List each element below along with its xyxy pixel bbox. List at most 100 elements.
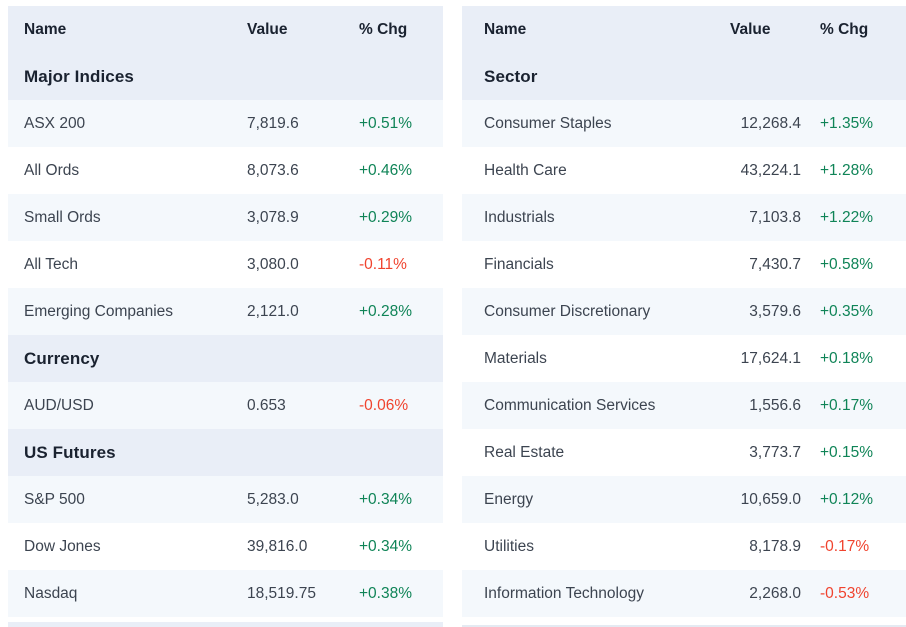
row-change: +1.22% (820, 208, 874, 226)
table-row: Materials 17,624.1 +0.18% (462, 335, 906, 382)
row-name: Industrials (484, 208, 555, 226)
table-row: All Ords 8,073.6 +0.46% (8, 147, 443, 194)
table-row: Industrials 7,103.8 +1.22% (462, 194, 906, 241)
row-name: Nasdaq (24, 584, 78, 602)
next-table-cutoff (8, 622, 443, 627)
section-header-row: Currency (8, 335, 443, 382)
row-change: -0.17% (820, 537, 870, 555)
col-header-value: Value (730, 20, 771, 38)
col-header-value: Value (247, 20, 288, 38)
row-value: 3,579.6 (749, 302, 801, 320)
table-row: All Tech 3,080.0 -0.11% (8, 241, 443, 288)
indices-table-header: Name Value % Chg (8, 6, 443, 53)
section-label: US Futures (24, 442, 116, 462)
row-name: AUD/USD (24, 396, 94, 414)
row-name: Materials (484, 349, 547, 367)
row-change: +0.29% (359, 208, 413, 226)
row-change: +0.38% (359, 584, 413, 602)
row-change: -0.53% (820, 584, 870, 602)
row-value: 3,773.7 (749, 443, 801, 461)
row-value: 17,624.1 (740, 349, 801, 367)
table-row: Financials 7,430.7 +0.58% (462, 241, 906, 288)
row-value: 10,659.0 (740, 490, 801, 508)
row-name: Consumer Discretionary (484, 302, 651, 320)
row-name: Utilities (484, 537, 534, 555)
row-name: Health Care (484, 161, 567, 179)
row-name: Communication Services (484, 396, 656, 414)
table-row: S&P 500 5,283.0 +0.34% (8, 476, 443, 523)
row-value: 39,816.0 (247, 537, 308, 555)
row-value: 2,121.0 (247, 302, 299, 320)
row-name: All Ords (24, 161, 80, 179)
section-header-row: Sector (462, 53, 906, 100)
section-header-row: Major Indices (8, 53, 443, 100)
row-value: 2,268.0 (749, 584, 801, 602)
col-header-name: Name (24, 20, 67, 38)
table-row: Small Ords 3,078.9 +0.29% (8, 194, 443, 241)
table-row: Nasdaq 18,519.75 +0.38% (8, 570, 443, 617)
row-name: ASX 200 (24, 114, 86, 132)
table-row: Dow Jones 39,816.0 +0.34% (8, 523, 443, 570)
col-header-chg: % Chg (820, 20, 869, 38)
section-label: Sector (484, 66, 538, 86)
section-label: Currency (24, 348, 100, 368)
row-value: 5,283.0 (247, 490, 299, 508)
row-change: -0.11% (359, 255, 407, 273)
row-change: +0.12% (820, 490, 874, 508)
sectors-table-body: Sector Consumer Staples 12,268.4 +1.35% Heal… (462, 53, 906, 617)
sectors-table: Name Value % Chg Sector Consumer Staples 1… (462, 6, 906, 627)
row-name: Small Ords (24, 208, 101, 226)
row-value: 8,073.6 (247, 161, 299, 179)
row-change: +0.17% (820, 396, 874, 414)
row-name: Energy (484, 490, 534, 508)
row-value: 12,268.4 (740, 114, 801, 132)
row-value: 7,819.6 (247, 114, 299, 132)
row-change: +0.51% (359, 114, 413, 132)
table-row: Utilities 8,178.9 -0.17% (462, 523, 906, 570)
row-value: 7,430.7 (749, 255, 801, 273)
indices-table-body: Major Indices ASX 200 7,819.6 +0.51% All Ord… (8, 53, 443, 617)
col-header-chg: % Chg (359, 20, 408, 38)
col-header-name: Name (484, 20, 527, 38)
row-name: Financials (484, 255, 554, 273)
row-value: 43,224.1 (740, 161, 801, 179)
row-change: +1.35% (820, 114, 874, 132)
table-row: Consumer Discretionary 3,579.6 +0.35% (462, 288, 906, 335)
row-value: 18,519.75 (247, 584, 316, 602)
row-change: -0.06% (359, 396, 409, 414)
row-change: +0.58% (820, 255, 874, 273)
row-name: Information Technology (484, 584, 644, 602)
row-name: Dow Jones (24, 537, 101, 555)
row-change: +0.35% (820, 302, 874, 320)
row-value: 1,556.6 (749, 396, 801, 414)
row-change: +0.15% (820, 443, 874, 461)
row-change: +1.28% (820, 161, 874, 179)
row-name: Real Estate (484, 443, 565, 461)
row-value: 0.653 (247, 396, 286, 414)
table-row: AUD/USD 0.653 -0.06% (8, 382, 443, 429)
table-row: Emerging Companies 2,121.0 +0.28% (8, 288, 443, 335)
table-row: Communication Services 1,556.6 +0.17% (462, 382, 906, 429)
table-row: Consumer Staples 12,268.4 +1.35% (462, 100, 906, 147)
row-value: 7,103.8 (749, 208, 801, 226)
sectors-table-header: Name Value % Chg (462, 6, 906, 53)
row-name: Emerging Companies (24, 302, 174, 320)
section-header-row: US Futures (8, 429, 443, 476)
row-change: +0.34% (359, 537, 413, 555)
table-row: Information Technology 2,268.0 -0.53% (462, 570, 906, 617)
row-value: 3,080.0 (247, 255, 299, 273)
table-row: ASX 200 7,819.6 +0.51% (8, 100, 443, 147)
table-row: Energy 10,659.0 +0.12% (462, 476, 906, 523)
row-name: Consumer Staples (484, 114, 612, 132)
row-value: 3,078.9 (247, 208, 299, 226)
row-value: 8,178.9 (749, 537, 801, 555)
section-label: Major Indices (24, 66, 134, 86)
row-change: +0.28% (359, 302, 413, 320)
row-change: +0.18% (820, 349, 874, 367)
row-name: S&P 500 (24, 490, 85, 508)
row-change: +0.34% (359, 490, 413, 508)
table-row: Health Care 43,224.1 +1.28% (462, 147, 906, 194)
indices-table: Name Value % Chg Major Indices ASX 200 7,8… (8, 6, 443, 627)
row-name: All Tech (24, 255, 78, 273)
